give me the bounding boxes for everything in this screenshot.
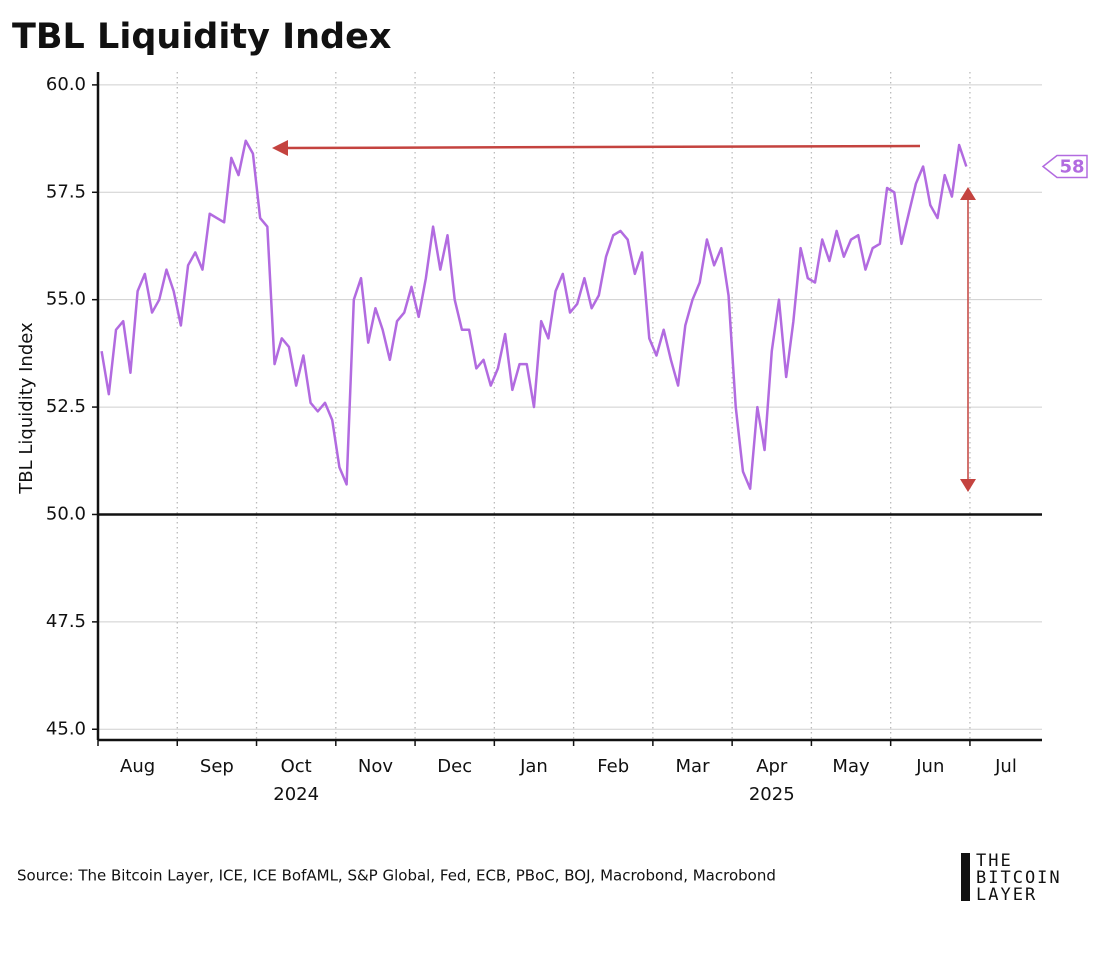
end-label: 58 xyxy=(1059,157,1084,178)
logo-text: BITCOIN xyxy=(976,868,1062,888)
x-tick-label: May xyxy=(832,756,870,777)
y-tick-label: 50.0 xyxy=(46,503,86,524)
y-tick-label: 60.0 xyxy=(46,74,86,95)
x-tick-label: Feb xyxy=(597,756,629,777)
y-tick-label: 52.5 xyxy=(46,396,86,417)
x-tick-label: Jan xyxy=(519,756,548,777)
x-tick-label: Oct xyxy=(281,756,312,777)
x-tick-label: Dec xyxy=(437,756,472,777)
chart-title: TBL Liquidity Index xyxy=(12,17,392,57)
y-tick-label: 57.5 xyxy=(46,181,86,202)
arrow-head xyxy=(960,479,976,492)
y-tick-label: 45.0 xyxy=(46,718,86,739)
logo-text: THE xyxy=(976,851,1013,871)
data-line xyxy=(100,139,968,490)
x-tick-label: Aug xyxy=(120,756,155,777)
y-tick-label: 47.5 xyxy=(46,611,86,632)
arrow-line xyxy=(283,144,921,150)
x-tick-label: Apr xyxy=(756,756,788,777)
x-tick-label: Jul xyxy=(994,756,1017,777)
x-tick-label: Mar xyxy=(676,756,711,777)
plot-area: 45.0 47.5 50.0 52.5 55.0 57.5 60.0 Aug Sep Oct 202… xyxy=(46,72,1088,805)
x-group-label: 2025 xyxy=(749,784,795,805)
arrow-head xyxy=(960,187,976,200)
x-tick-label: Jun xyxy=(915,756,944,777)
x-group-label: 2024 xyxy=(273,784,319,805)
y-axis-label: TBL Liquidity Index xyxy=(16,322,37,495)
logo-bar xyxy=(961,853,970,901)
arrow-head xyxy=(272,140,288,156)
x-tick-label: Nov xyxy=(358,756,393,777)
annotation-arrows xyxy=(272,140,976,492)
x-tick-label: Sep xyxy=(200,756,234,777)
source: Source: The Bitcoin Layer, ICE, ICE BofA… xyxy=(17,867,776,885)
end-tag xyxy=(1041,154,1088,179)
y-tick-label: 55.0 xyxy=(46,289,86,310)
logo-text: LAYER xyxy=(976,885,1037,905)
